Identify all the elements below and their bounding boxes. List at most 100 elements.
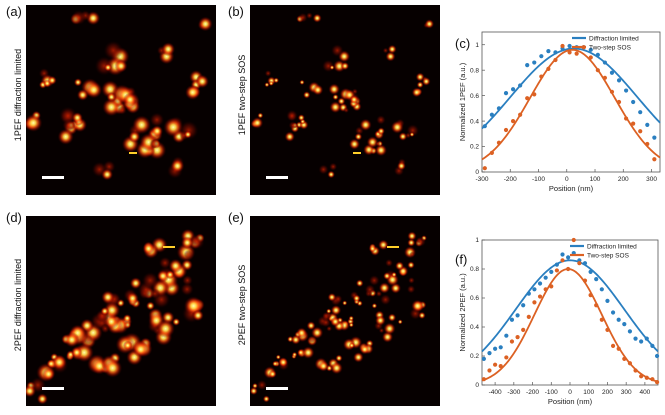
data-point — [546, 66, 551, 72]
data-point — [605, 298, 610, 303]
data-point — [588, 55, 593, 60]
data-point — [595, 68, 600, 73]
x-tick-label: 0 — [565, 176, 569, 183]
data-point — [599, 287, 604, 292]
data-point — [594, 277, 599, 282]
data-point — [532, 300, 537, 305]
data-point — [509, 339, 515, 344]
data-point — [503, 127, 509, 133]
data-point — [525, 62, 530, 68]
data-point — [553, 50, 558, 55]
y-tick-label: 0.8 — [470, 266, 479, 273]
chart-1pef-profile: -300 -200 -100 0 100 200 300 0 0.2 0.4 0.6 0.8 1 Posi… — [458, 31, 661, 193]
x-tick-label: 100 — [590, 176, 601, 183]
data-point — [627, 329, 633, 334]
plot-frame — [481, 31, 661, 173]
panel-label-e: (e) — [228, 210, 244, 225]
data-point — [650, 377, 655, 382]
x-tick-label: -300 — [475, 176, 488, 183]
data-point — [543, 275, 548, 280]
x-tick-label: -200 — [504, 176, 517, 183]
y-tick-label: 0.8 — [470, 67, 479, 74]
data-point — [654, 380, 660, 385]
blob-layer-e — [250, 231, 427, 403]
data-point — [631, 99, 636, 105]
data-point — [609, 89, 615, 94]
data-point — [588, 269, 593, 274]
data-point — [595, 52, 600, 58]
y-tick-label: 0.2 — [470, 353, 479, 360]
data-point — [560, 252, 565, 257]
data-point — [588, 293, 593, 298]
scale-bar — [266, 387, 288, 390]
data-point — [549, 284, 554, 289]
data-point — [602, 75, 608, 80]
profile-marker — [353, 152, 361, 154]
data-point — [526, 291, 531, 296]
data-point — [489, 150, 494, 156]
data-point — [645, 141, 650, 147]
data-point — [622, 356, 627, 361]
data-point — [532, 60, 537, 65]
y-tick-label: 1 — [475, 237, 479, 244]
data-point — [623, 116, 629, 121]
data-point — [498, 345, 503, 350]
data-point — [623, 88, 629, 93]
data-point — [609, 70, 615, 75]
y-tick-label: 1 — [475, 42, 479, 49]
x-tick-label: 400 — [639, 389, 650, 396]
image-ylabel-d: 2PEF diffraction limited — [13, 258, 23, 352]
blob-layer-a — [26, 10, 213, 181]
data-point — [616, 78, 622, 83]
panel-label-c: (c) — [455, 36, 471, 51]
data-point — [509, 317, 515, 322]
x-tick-label: -100 — [532, 176, 545, 183]
y-tick-label: 0 — [475, 169, 479, 176]
data-point — [638, 110, 643, 115]
data-point — [510, 87, 516, 92]
chart-2pef-profile: -400 -300 -200 -100 0 100 200 300 400 0 0.2 0.4 0.6 0… — [458, 237, 660, 406]
y-tick-label: 0 — [475, 382, 479, 389]
data-point — [560, 43, 565, 49]
y-tick-label: 0.4 — [470, 324, 479, 331]
x-axis-label: Position (nm) — [548, 397, 593, 406]
data-point — [602, 60, 608, 65]
data-point — [487, 368, 492, 373]
fit-curve — [481, 47, 661, 130]
y-tick-label: 0.4 — [470, 118, 479, 125]
scale-bar — [266, 176, 288, 179]
x-tick-label: 300 — [621, 389, 632, 396]
x-axis-label: Position (nm) — [549, 184, 594, 193]
data-point — [493, 362, 498, 367]
data-point — [554, 262, 559, 267]
data-point — [566, 266, 571, 272]
legend-entry: Diffraction limited — [587, 243, 637, 250]
data-point — [543, 287, 548, 292]
data-point — [521, 327, 526, 332]
image-1pef-diffraction-limited — [26, 5, 216, 195]
data-point — [644, 336, 649, 341]
data-point — [537, 294, 543, 299]
y-tick-label: 0.2 — [470, 144, 479, 151]
data-point — [504, 333, 509, 338]
data-point — [631, 121, 636, 126]
data-point — [482, 166, 487, 171]
image-2pef-two-step-sos — [250, 216, 440, 406]
data-point — [616, 346, 621, 351]
legend-entry: Two-step SOS — [587, 252, 630, 259]
panel-label-d: (d) — [6, 210, 22, 225]
x-tick-label: 100 — [583, 389, 594, 396]
image-ylabel-a: 1PEF diffraction limited — [13, 48, 23, 142]
fit-curve — [481, 259, 659, 353]
y-tick-label: 0.6 — [470, 295, 479, 302]
data-point — [503, 90, 509, 96]
data-point — [605, 327, 610, 332]
data-point — [622, 322, 627, 327]
profile-marker — [129, 152, 137, 154]
data-point — [616, 99, 622, 105]
data-point — [504, 355, 509, 360]
data-point — [588, 47, 593, 52]
data-point — [652, 157, 657, 162]
data-point — [482, 124, 487, 129]
data-point — [493, 346, 498, 351]
